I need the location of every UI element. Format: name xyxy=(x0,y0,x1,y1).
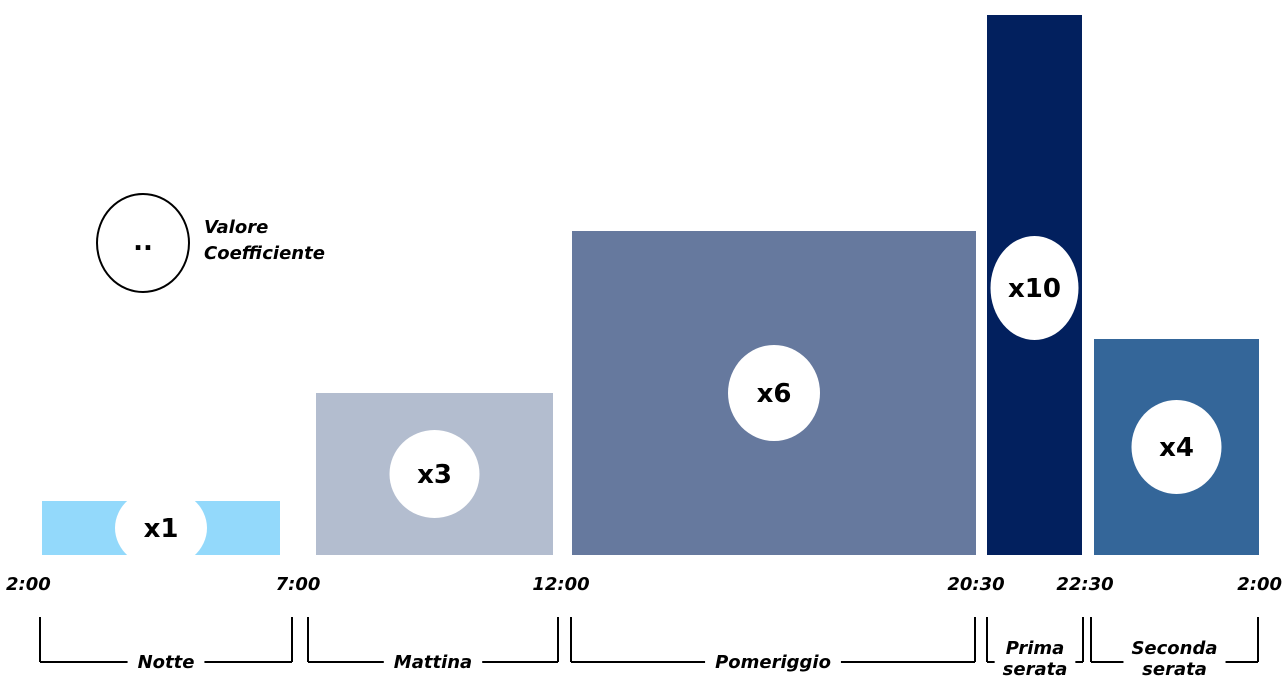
coefficient-circle-pomeriggio xyxy=(728,345,820,441)
legend-text-line-2: Coefficiente xyxy=(204,243,325,264)
period-text-line-1-prima-serata: Prima xyxy=(1006,638,1065,659)
tick-label-4: 22:30 xyxy=(1056,574,1113,595)
coefficient-label-mattina: x3 xyxy=(417,460,452,490)
tick-label-5: 2:00 xyxy=(1237,574,1282,595)
tick-label-1: 7:00 xyxy=(276,574,321,595)
coefficient-label-notte: x1 xyxy=(144,514,179,544)
legend-circle xyxy=(96,193,190,293)
legend-text-line-1: Valore xyxy=(204,217,268,238)
period-text-pomeriggio: Pomeriggio xyxy=(715,652,831,673)
coefficient-circle-notte xyxy=(115,488,207,568)
period-label-pomeriggio: Pomeriggio xyxy=(715,652,831,673)
coefficient-circle-mattina xyxy=(389,430,480,518)
time-ticks-layer: 2:00 7:00 12:00 20:30 22:30 2:00 xyxy=(6,574,1282,595)
coefficient-circle-prima-serata xyxy=(990,236,1079,340)
coefficient-circles-layer: x1 x3 x6 x10 x4 xyxy=(115,236,1222,568)
period-text-notte: Notte xyxy=(138,652,195,673)
legend-symbol: .. xyxy=(133,227,153,257)
period-text-mattina: Mattina xyxy=(394,652,472,673)
period-label-mattina: Mattina xyxy=(394,652,472,673)
period-label-notte: Notte xyxy=(138,652,195,673)
period-text-line-2-prima-serata: serata xyxy=(1003,659,1068,677)
tick-label-0: 2:00 xyxy=(6,574,51,595)
tick-label-3: 20:30 xyxy=(947,574,1004,595)
period-text-line-2-seconda-serata: serata xyxy=(1142,659,1207,677)
coefficient-label-seconda-serata: x4 xyxy=(1159,433,1194,463)
tick-label-2: 12:00 xyxy=(532,574,589,595)
coefficient-circle-seconda-serata xyxy=(1131,400,1222,494)
period-brackets-layer: Notte Mattina PomeriggioPrimaserataSeconda… xyxy=(39,617,1259,677)
coefficient-label-prima-serata: x10 xyxy=(1008,274,1061,304)
period-text-line-1-seconda-serata: Seconda xyxy=(1131,638,1217,659)
legend: .. Valore Coefficiente xyxy=(96,193,325,293)
coefficient-label-pomeriggio: x6 xyxy=(757,379,792,409)
